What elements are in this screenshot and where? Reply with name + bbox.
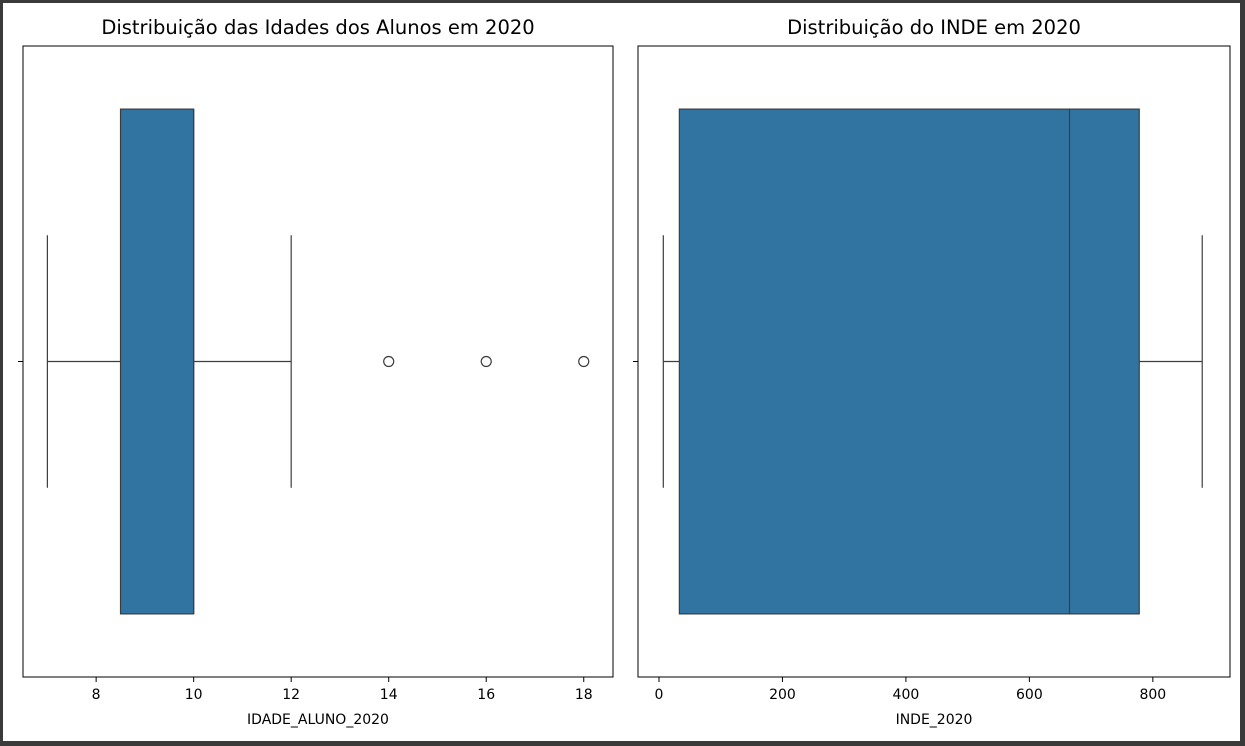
- x-tick-label-inde-3: 600: [1016, 687, 1043, 703]
- x-tick-label-age-1: 10: [185, 687, 203, 703]
- outlier-point-age-0: [383, 355, 395, 368]
- iqr-box-age: [119, 108, 195, 615]
- figure-svg: Distribuição das Idades dos Alunos em 20…: [18, 16, 1231, 728]
- x-axis-label-inde: INDE_2020: [896, 712, 973, 728]
- x-tick-label-age-3: 14: [380, 687, 398, 703]
- x-tick-label-inde-4: 800: [1139, 687, 1166, 703]
- iqr-box-inde: [678, 108, 1140, 615]
- x-tick-label-age-2: 12: [282, 687, 300, 703]
- age-boxplot-panel: Distribuição das Idades dos Alunos em 20…: [18, 16, 614, 728]
- chart-title-inde: Distribuição do INDE em 2020: [787, 16, 1081, 39]
- chart-title-age: Distribuição das Idades dos Alunos em 20…: [101, 16, 534, 39]
- outlier-point-age-1: [480, 355, 492, 368]
- x-tick-label-age-5: 18: [575, 687, 593, 703]
- x-tick-label-inde-1: 200: [769, 687, 796, 703]
- outlier-point-age-2: [578, 355, 590, 368]
- inde-boxplot-panel: Distribuição do INDE em 2020 INDE_2020 0…: [633, 16, 1231, 728]
- x-axis-label-age: IDADE_ALUNO_2020: [247, 712, 389, 728]
- x-tick-label-age-4: 16: [477, 687, 495, 703]
- x-tick-label-inde-2: 400: [893, 687, 920, 703]
- x-tick-label-inde-0: 0: [655, 687, 664, 703]
- x-tick-label-age-0: 8: [92, 687, 101, 703]
- figure-canvas: Distribuição das Idades dos Alunos em 20…: [3, 3, 1240, 741]
